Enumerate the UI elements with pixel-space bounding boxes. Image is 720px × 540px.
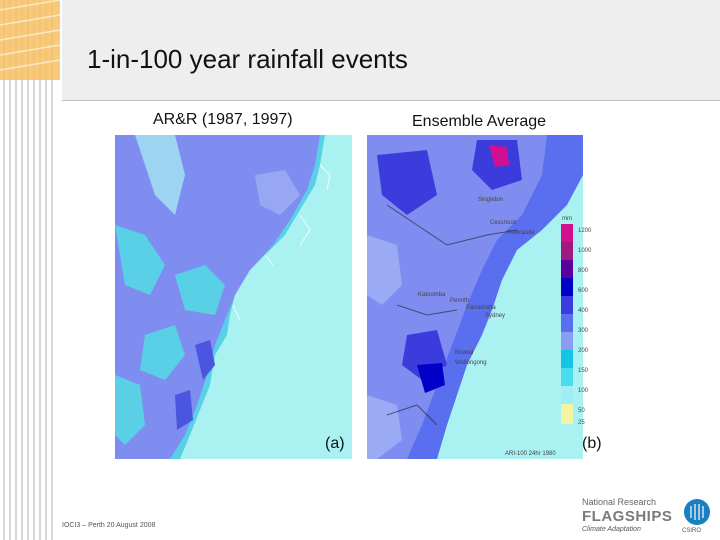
slide-corner-decoration: [0, 0, 60, 540]
logo-line3: Climate Adaptation: [582, 526, 641, 533]
csiro-label: CSIRO: [682, 528, 702, 534]
panel-b-heading: Ensemble Average: [412, 113, 547, 130]
panel-a-letter: (a): [325, 435, 345, 452]
place-label: Penrith: [450, 298, 470, 304]
place-label: Wollongong: [455, 360, 487, 366]
legend-value: 150: [578, 368, 589, 374]
place-label: Katoomba: [418, 292, 446, 298]
legend-value: 1200: [578, 228, 592, 234]
csiro-icon: [684, 499, 710, 525]
title-divider: [62, 100, 720, 101]
panel-a-heading: AR&R (1987, 1997): [153, 111, 293, 128]
place-label: Singleton: [478, 197, 504, 203]
map-a: [115, 135, 352, 459]
logo-line2: FLAGSHIPS: [582, 508, 673, 525]
legend-value: 100: [578, 388, 589, 394]
title-bar: [62, 0, 720, 100]
legend-value: 300: [578, 328, 589, 334]
place-label: Bowral: [455, 350, 474, 356]
place-label: Sydney: [485, 313, 506, 319]
logo-line1: National Research: [582, 497, 657, 507]
place-label: Cessnock: [490, 220, 517, 226]
legend-value: 400: [578, 308, 589, 314]
legend-value: 1000: [578, 248, 592, 254]
slide-title: 1-in-100 year rainfall events: [87, 44, 408, 74]
legend-value: 600: [578, 288, 589, 294]
legend-value: 25: [578, 420, 585, 426]
legend-unit: mm: [562, 216, 572, 222]
slide-footer: IOCI3 – Perth 20 August 2008: [62, 522, 156, 529]
legend-value: 50: [578, 408, 585, 414]
map-b-caption: ARI-100 24hr 1980: [505, 451, 556, 457]
legend-value: 200: [578, 348, 589, 354]
map-b: [367, 135, 583, 459]
flagships-logo: National Research FLAGSHIPS Climate Adap…: [582, 497, 714, 539]
place-label: Newcastle: [507, 230, 535, 236]
place-label: Parramatta: [466, 305, 496, 311]
panel-b-letter: (b): [582, 435, 602, 452]
legend-value: 800: [578, 268, 589, 274]
map-b-legend: [561, 224, 573, 424]
